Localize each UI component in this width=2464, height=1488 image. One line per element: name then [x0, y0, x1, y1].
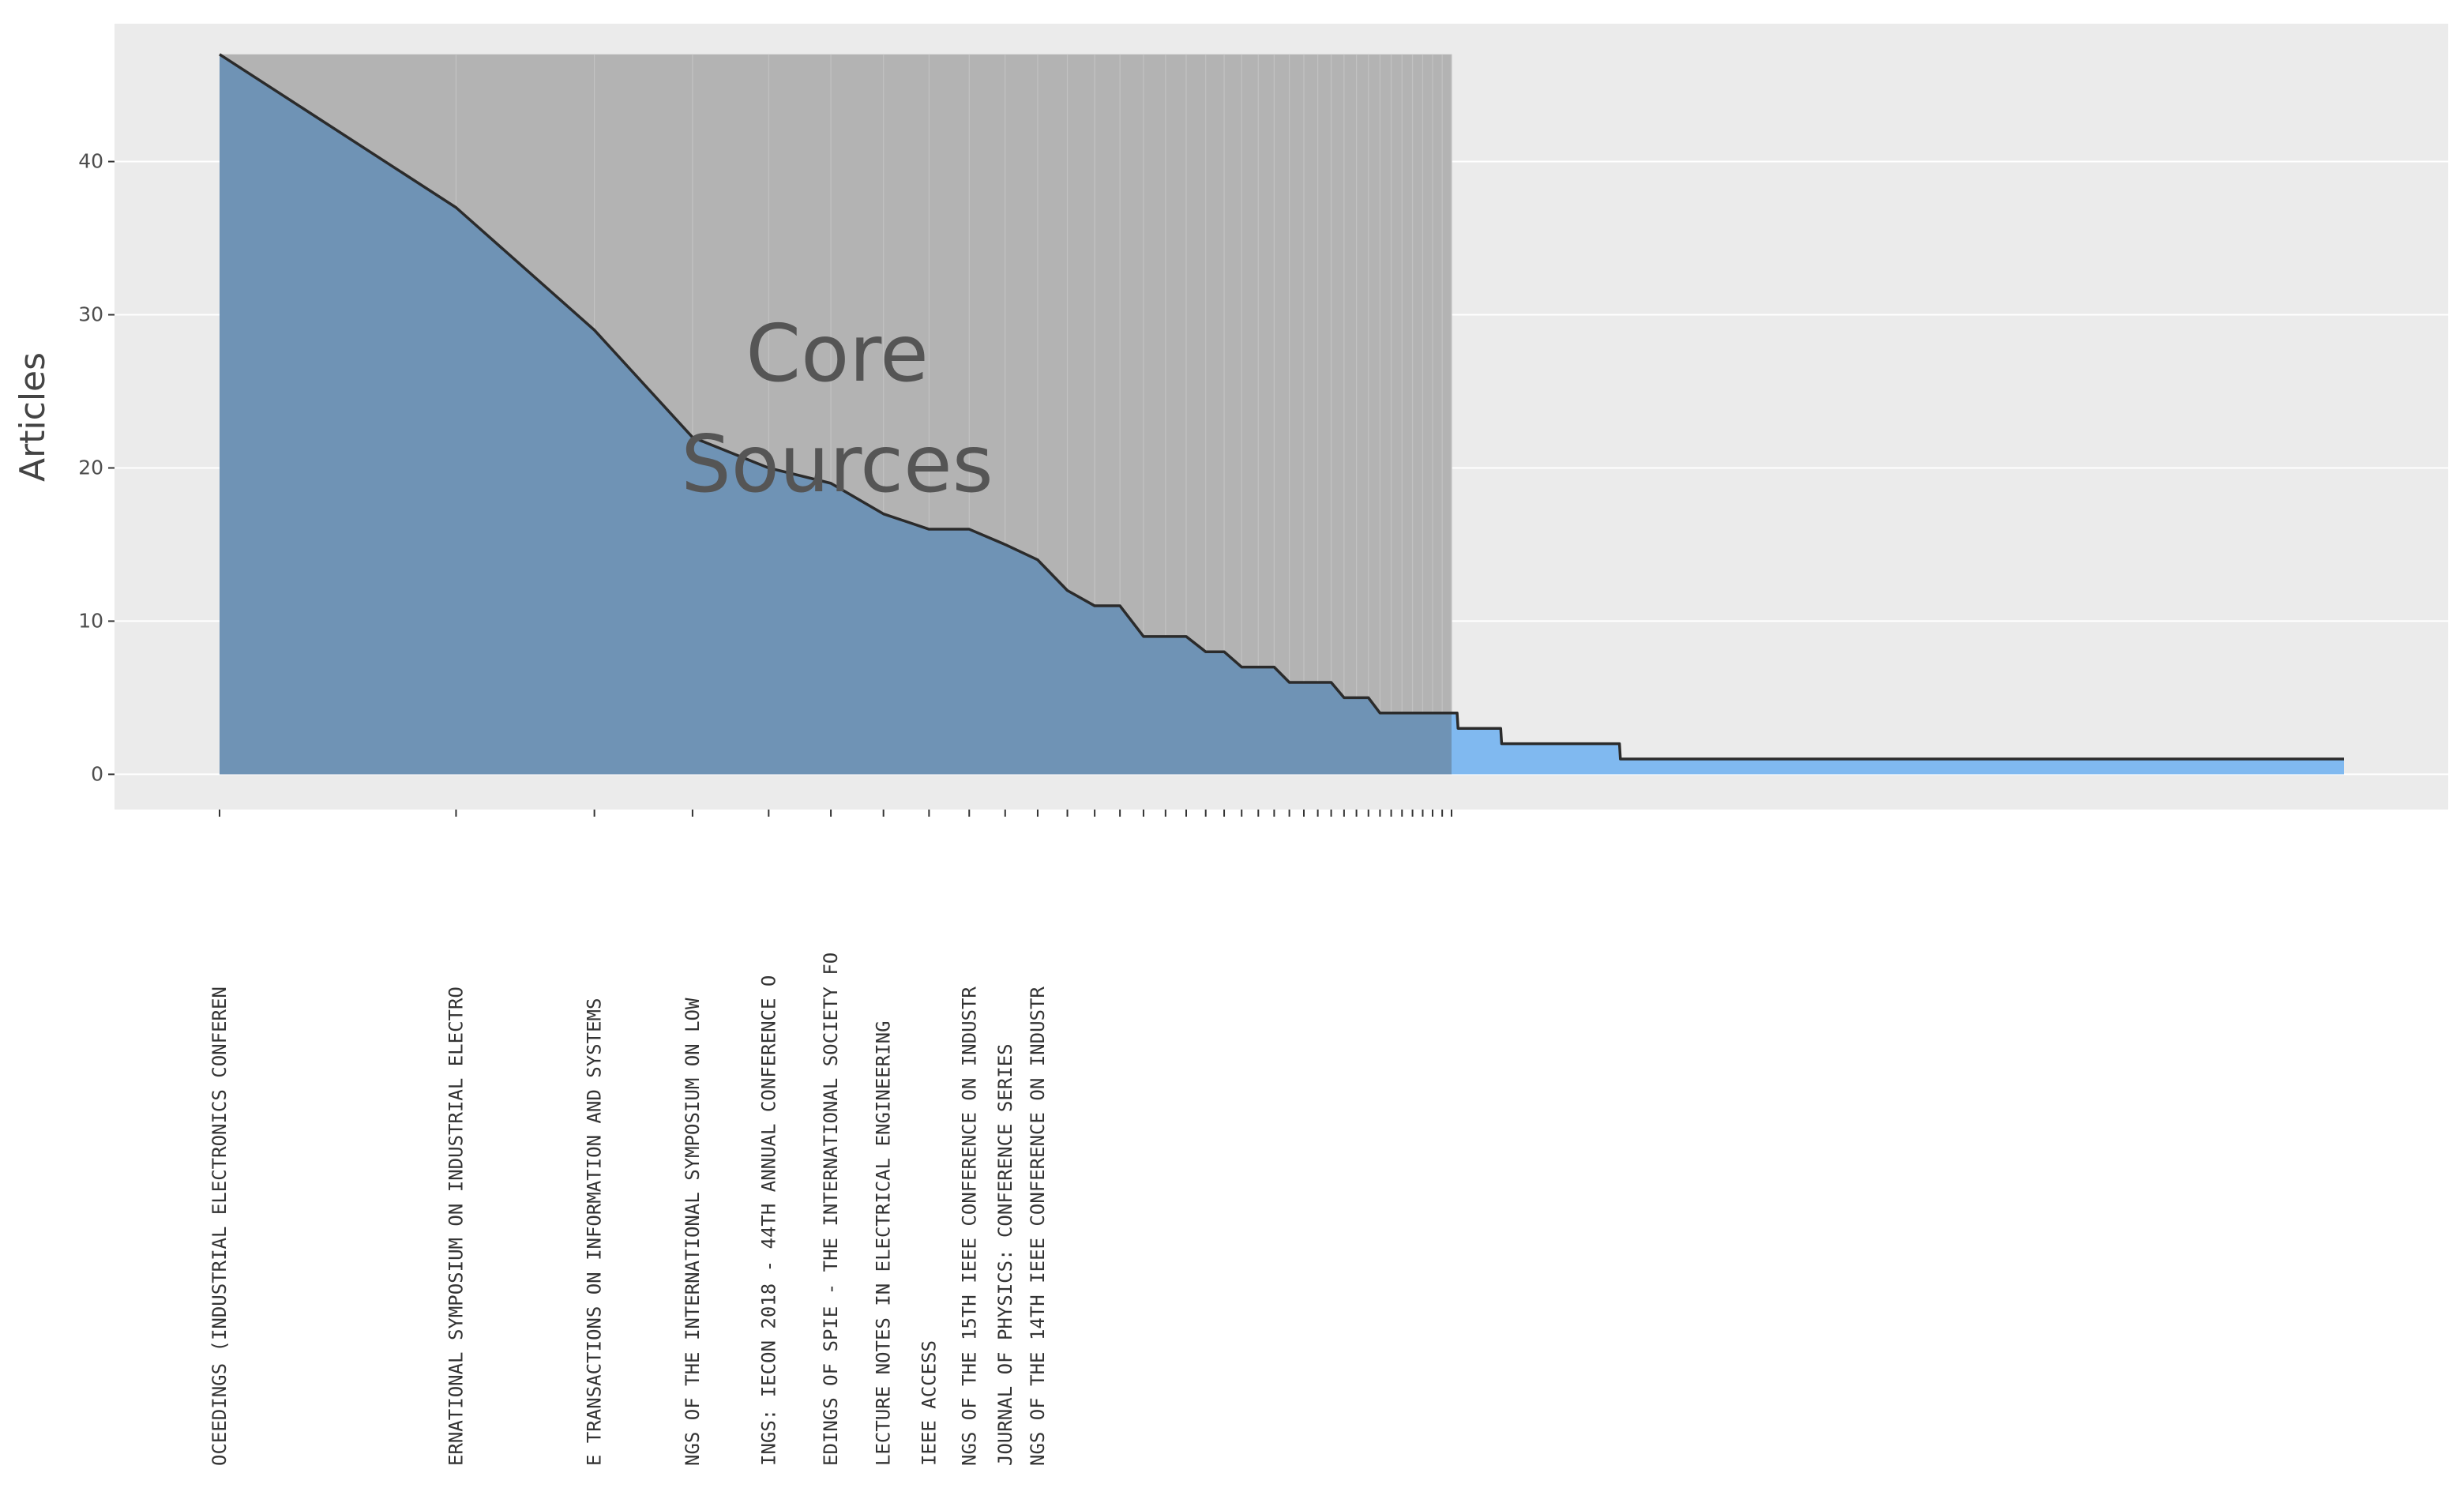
x-tick-label: NGS OF THE INTERNATIONAL SYMPOSIUM ON LO… — [682, 998, 704, 1466]
series-line — [219, 53, 2344, 761]
area-core-sources — [220, 54, 1452, 775]
x-tick-label: NGS OF THE 14TH IEEE CONFERENCE ON INDUS… — [1027, 986, 1049, 1466]
x-tick-label: JOURNAL OF PHYSICS: CONFERENCE SERIES — [994, 1043, 1016, 1466]
y-tick-label: 40 — [78, 150, 103, 173]
y-tick-label: 10 — [78, 609, 103, 632]
y-tick-label: 30 — [78, 303, 103, 326]
x-tick-label: NGS OF THE 15TH IEEE CONFERENCE ON INDUS… — [958, 986, 980, 1466]
x-tick-label: OCEEDINGS (INDUSTRIAL ELECTRONICS CONFER… — [208, 986, 231, 1466]
x-tick-label: IEEE ACCESS — [918, 1340, 940, 1466]
x-tick-label: EDINGS OF SPIE - THE INTERNATIONAL SOCIE… — [820, 953, 842, 1466]
core-annotation-line1: Core — [746, 307, 928, 400]
y-tick-label: 20 — [78, 456, 103, 479]
core-sources-annotation: Core Sources — [681, 307, 993, 510]
x-tick-label: E TRANSACTIONS ON INFORMATION AND SYSTEM… — [584, 998, 606, 1466]
x-tick-label: LECTURE NOTES IN ELECTRICAL ENGINEERING — [873, 1020, 895, 1466]
y-axis: 0 10 20 30 40 — [78, 150, 115, 785]
y-tick-label: 0 — [91, 762, 103, 785]
x-tick-label: INGS: IECON 2018 - 44TH ANNUAL CONFERENC… — [757, 975, 779, 1466]
y-axis-title: Articles — [13, 352, 53, 482]
core-annotation-line2: Sources — [681, 418, 993, 510]
x-axis: OCEEDINGS (INDUSTRIAL ELECTRONICS CONFER… — [208, 810, 1452, 1466]
series-areas — [219, 53, 2344, 775]
x-tick-label: ERNATIONAL SYMPOSIUM ON INDUSTRIAL ELECT… — [445, 986, 467, 1466]
